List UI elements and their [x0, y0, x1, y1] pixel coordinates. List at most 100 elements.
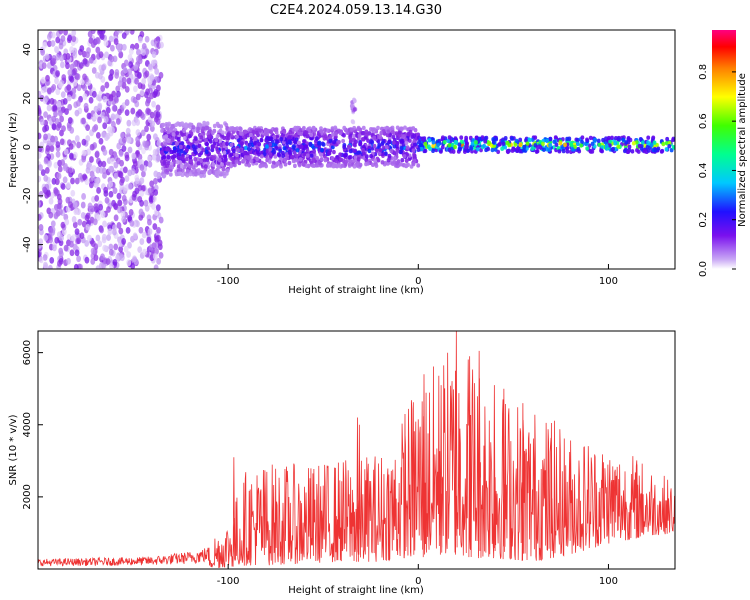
- heatmap-cell: [42, 261, 48, 269]
- heatmap-cell: [58, 250, 64, 258]
- heatmap-cell: [67, 69, 73, 77]
- heatmap-cell: [268, 146, 273, 152]
- heatmap-cell: [361, 147, 365, 153]
- heatmap-cell: [53, 212, 59, 220]
- heatmap-cell: [46, 40, 52, 48]
- heatmap-cell: [166, 138, 171, 144]
- heatmap-cell: [293, 133, 298, 138]
- heatmap-cell: [88, 181, 94, 189]
- heatmap-cell: [255, 156, 260, 162]
- heatmap-cell: [309, 153, 314, 158]
- heatmap-cell: [457, 146, 462, 152]
- heatmap-cell: [607, 143, 612, 148]
- heatmap-cell: [257, 128, 262, 133]
- heatmap-cell: [119, 178, 124, 186]
- heatmap-cell: [295, 153, 300, 159]
- heatmap-cell: [235, 134, 239, 140]
- heatmap-cell: [121, 82, 127, 89]
- heatmap-cell: [317, 140, 322, 145]
- heatmap-cell: [223, 157, 228, 163]
- heatmap-cell: [199, 173, 204, 179]
- heatmap-cell: [347, 161, 352, 167]
- heatmap-cell: [305, 153, 310, 158]
- heatmap-cell: [84, 214, 90, 222]
- heatmap-cell: [389, 148, 394, 154]
- heatmap-cell: [229, 152, 234, 157]
- heatmap-cell: [73, 208, 79, 216]
- heatmap-cell: [202, 120, 207, 126]
- heatmap-cell: [136, 55, 141, 63]
- heatmap-cell: [355, 162, 360, 168]
- heatmap-cell: [180, 131, 184, 137]
- heatmap-cell: [137, 153, 143, 161]
- heatmap-cell: [138, 208, 144, 216]
- heatmap-cell: [188, 171, 193, 177]
- heatmap-cell: [233, 126, 238, 132]
- heatmap-cell: [88, 96, 94, 104]
- snr-y-tick-label: 6000: [22, 340, 33, 365]
- heatmap-cell: [153, 189, 159, 196]
- heatmap-cell: [342, 144, 347, 150]
- heatmap-cell: [42, 41, 48, 49]
- heatmap-cell: [62, 176, 68, 184]
- heatmap-cell: [110, 157, 115, 165]
- heatmap-cell: [48, 227, 54, 234]
- heatmap-cell: [116, 192, 122, 200]
- heatmap-cell: [264, 163, 268, 169]
- heatmap-cell: [97, 240, 103, 248]
- heatmap-cell: [493, 147, 498, 152]
- heatmap-cell: [664, 147, 669, 152]
- heatmap-cell: [585, 137, 589, 142]
- heatmap-cell: [162, 155, 167, 160]
- heatmap-cell: [214, 137, 219, 143]
- heatmap-cell: [180, 163, 184, 169]
- heatmap-cell: [216, 165, 221, 170]
- heatmap-cell: [48, 197, 54, 205]
- heatmap-cell: [132, 232, 138, 240]
- heatmap-cell: [143, 91, 149, 99]
- heatmap-cell: [49, 97, 55, 105]
- heatmap-cell: [182, 144, 186, 150]
- heatmap-cells: [38, 30, 675, 269]
- heatmap-cell: [226, 132, 231, 137]
- heatmap-cell: [74, 135, 80, 142]
- heatmap-cell: [454, 140, 459, 145]
- heatmap-cell: [221, 167, 226, 172]
- heatmap-cell: [38, 175, 42, 183]
- heatmap-cell: [292, 163, 297, 169]
- heatmap-cell: [51, 31, 56, 39]
- heatmap-cell: [43, 157, 49, 165]
- heatmap-cell: [395, 125, 400, 130]
- heatmap-cell: [53, 161, 59, 169]
- heatmap-cell: [210, 147, 215, 153]
- heatmap-cell: [486, 146, 491, 152]
- heatmap-cell: [416, 163, 421, 168]
- heatmap-cell: [281, 150, 285, 156]
- heatmap-cell: [102, 244, 108, 252]
- heatmap-cell: [68, 152, 74, 160]
- heatmap-cell: [99, 262, 104, 269]
- heatmap-cell: [154, 68, 160, 75]
- heatmap-cell: [118, 227, 124, 235]
- heatmap-cell: [156, 146, 162, 154]
- heatmap-cell: [271, 160, 276, 166]
- heatmap-cell: [144, 204, 150, 212]
- heatmap-cell: [59, 234, 64, 242]
- heatmap-cell: [630, 149, 635, 154]
- heatmap-cell: [399, 145, 404, 151]
- heatmap-cell: [59, 138, 65, 146]
- heatmap-cell: [667, 144, 672, 149]
- heatmap-cell: [447, 143, 452, 148]
- heatmap-cell: [411, 148, 416, 153]
- heatmap-cell: [135, 93, 141, 101]
- heatmap-cell: [74, 177, 80, 185]
- heatmap-cell: [60, 221, 66, 229]
- heatmap-cell: [215, 134, 220, 139]
- snr-y-ticks: 2000 4000 6000: [22, 340, 43, 510]
- heatmap-cell: [51, 58, 57, 65]
- heatmap-cell: [474, 140, 478, 145]
- heatmap-cell: [158, 71, 164, 79]
- heatmap-cell: [277, 153, 282, 158]
- heatmap-cell: [108, 165, 113, 173]
- heatmap-cell: [78, 62, 84, 69]
